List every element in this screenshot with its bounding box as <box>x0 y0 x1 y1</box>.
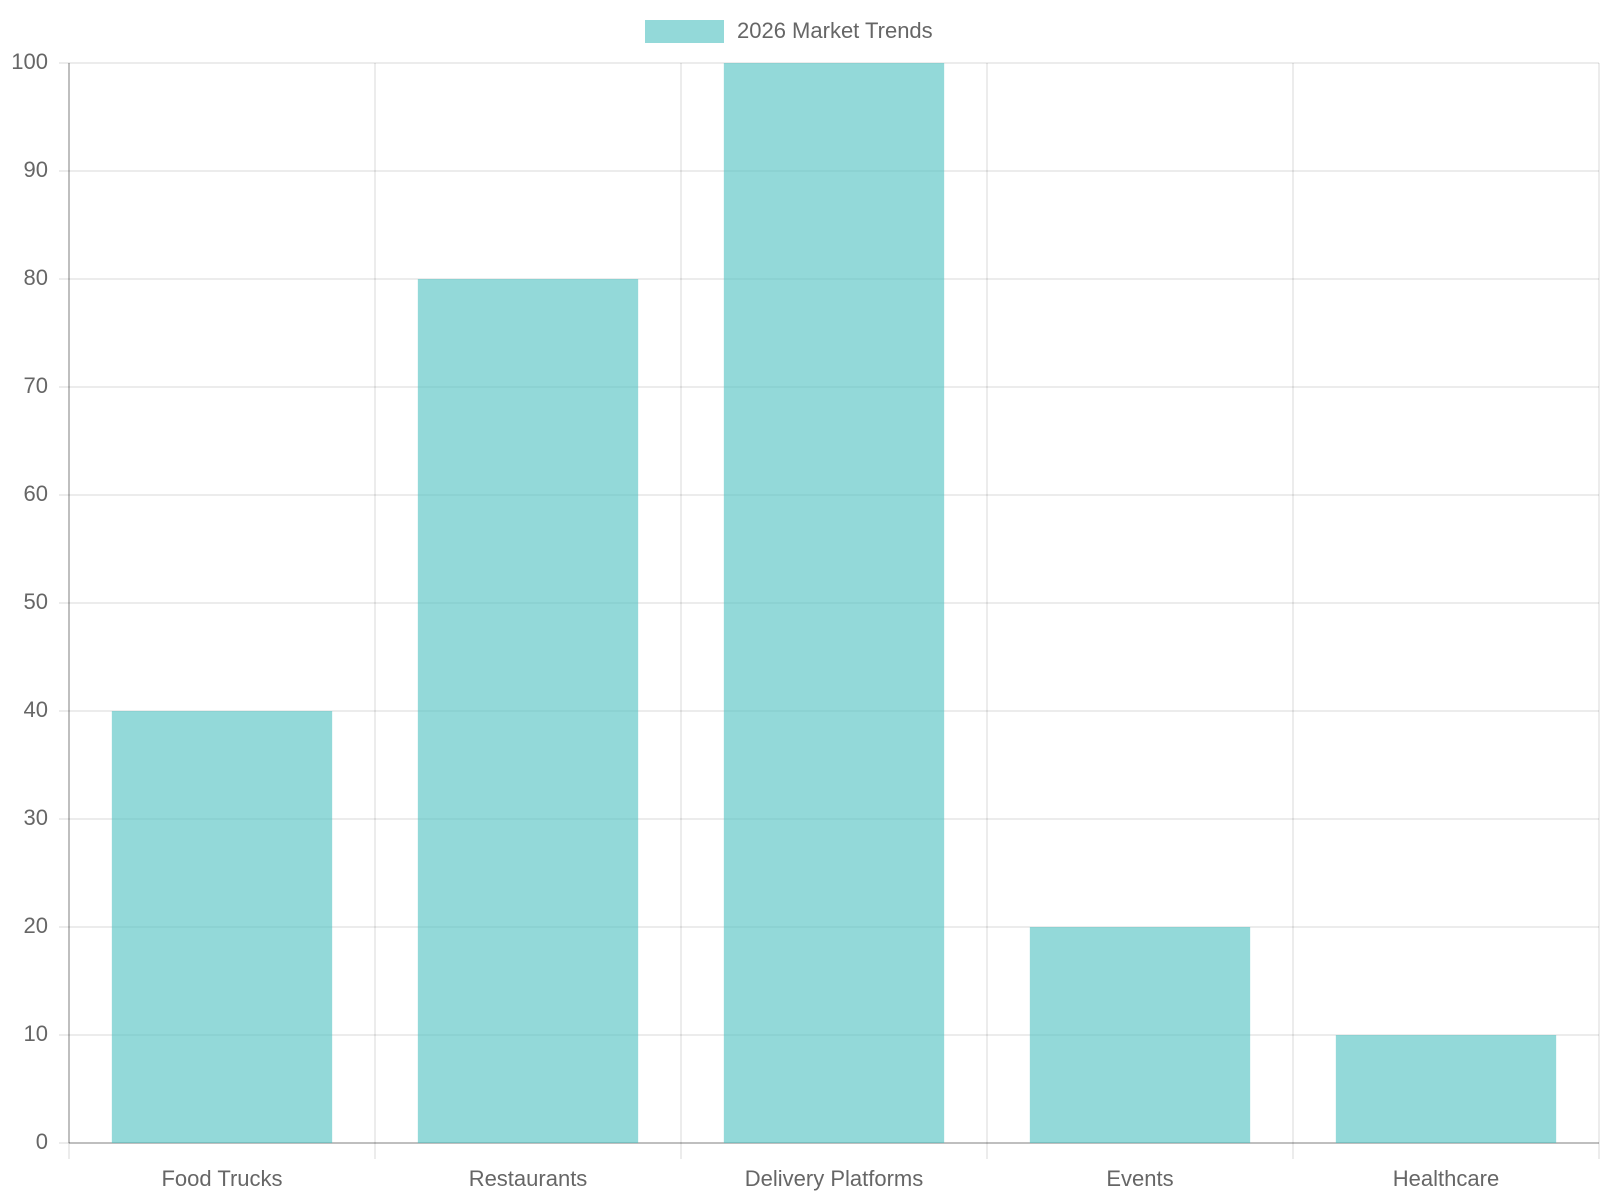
x-tick-label: Food Trucks <box>161 1166 282 1191</box>
y-tick-label: 30 <box>24 805 48 830</box>
x-tick-label: Delivery Platforms <box>745 1166 923 1191</box>
bar <box>723 63 945 1143</box>
bar <box>1335 1035 1557 1143</box>
legend-label: 2026 Market Trends <box>737 18 933 43</box>
y-tick-label: 20 <box>24 913 48 938</box>
y-tick-label: 70 <box>24 373 48 398</box>
x-tick-label: Healthcare <box>1393 1166 1499 1191</box>
bar <box>1029 927 1251 1143</box>
y-tick-label: 100 <box>11 49 48 74</box>
x-tick-label: Restaurants <box>469 1166 588 1191</box>
x-tick-label: Events <box>1106 1166 1173 1191</box>
legend-swatch <box>645 20 724 43</box>
y-tick-label: 40 <box>24 697 48 722</box>
y-tick-label: 10 <box>24 1021 48 1046</box>
bar <box>417 279 639 1143</box>
y-tick-label: 90 <box>24 157 48 182</box>
y-tick-label: 80 <box>24 265 48 290</box>
bar <box>111 711 333 1143</box>
y-tick-label: 60 <box>24 481 48 506</box>
y-tick-label: 50 <box>24 589 48 614</box>
y-tick-label: 0 <box>36 1129 48 1154</box>
